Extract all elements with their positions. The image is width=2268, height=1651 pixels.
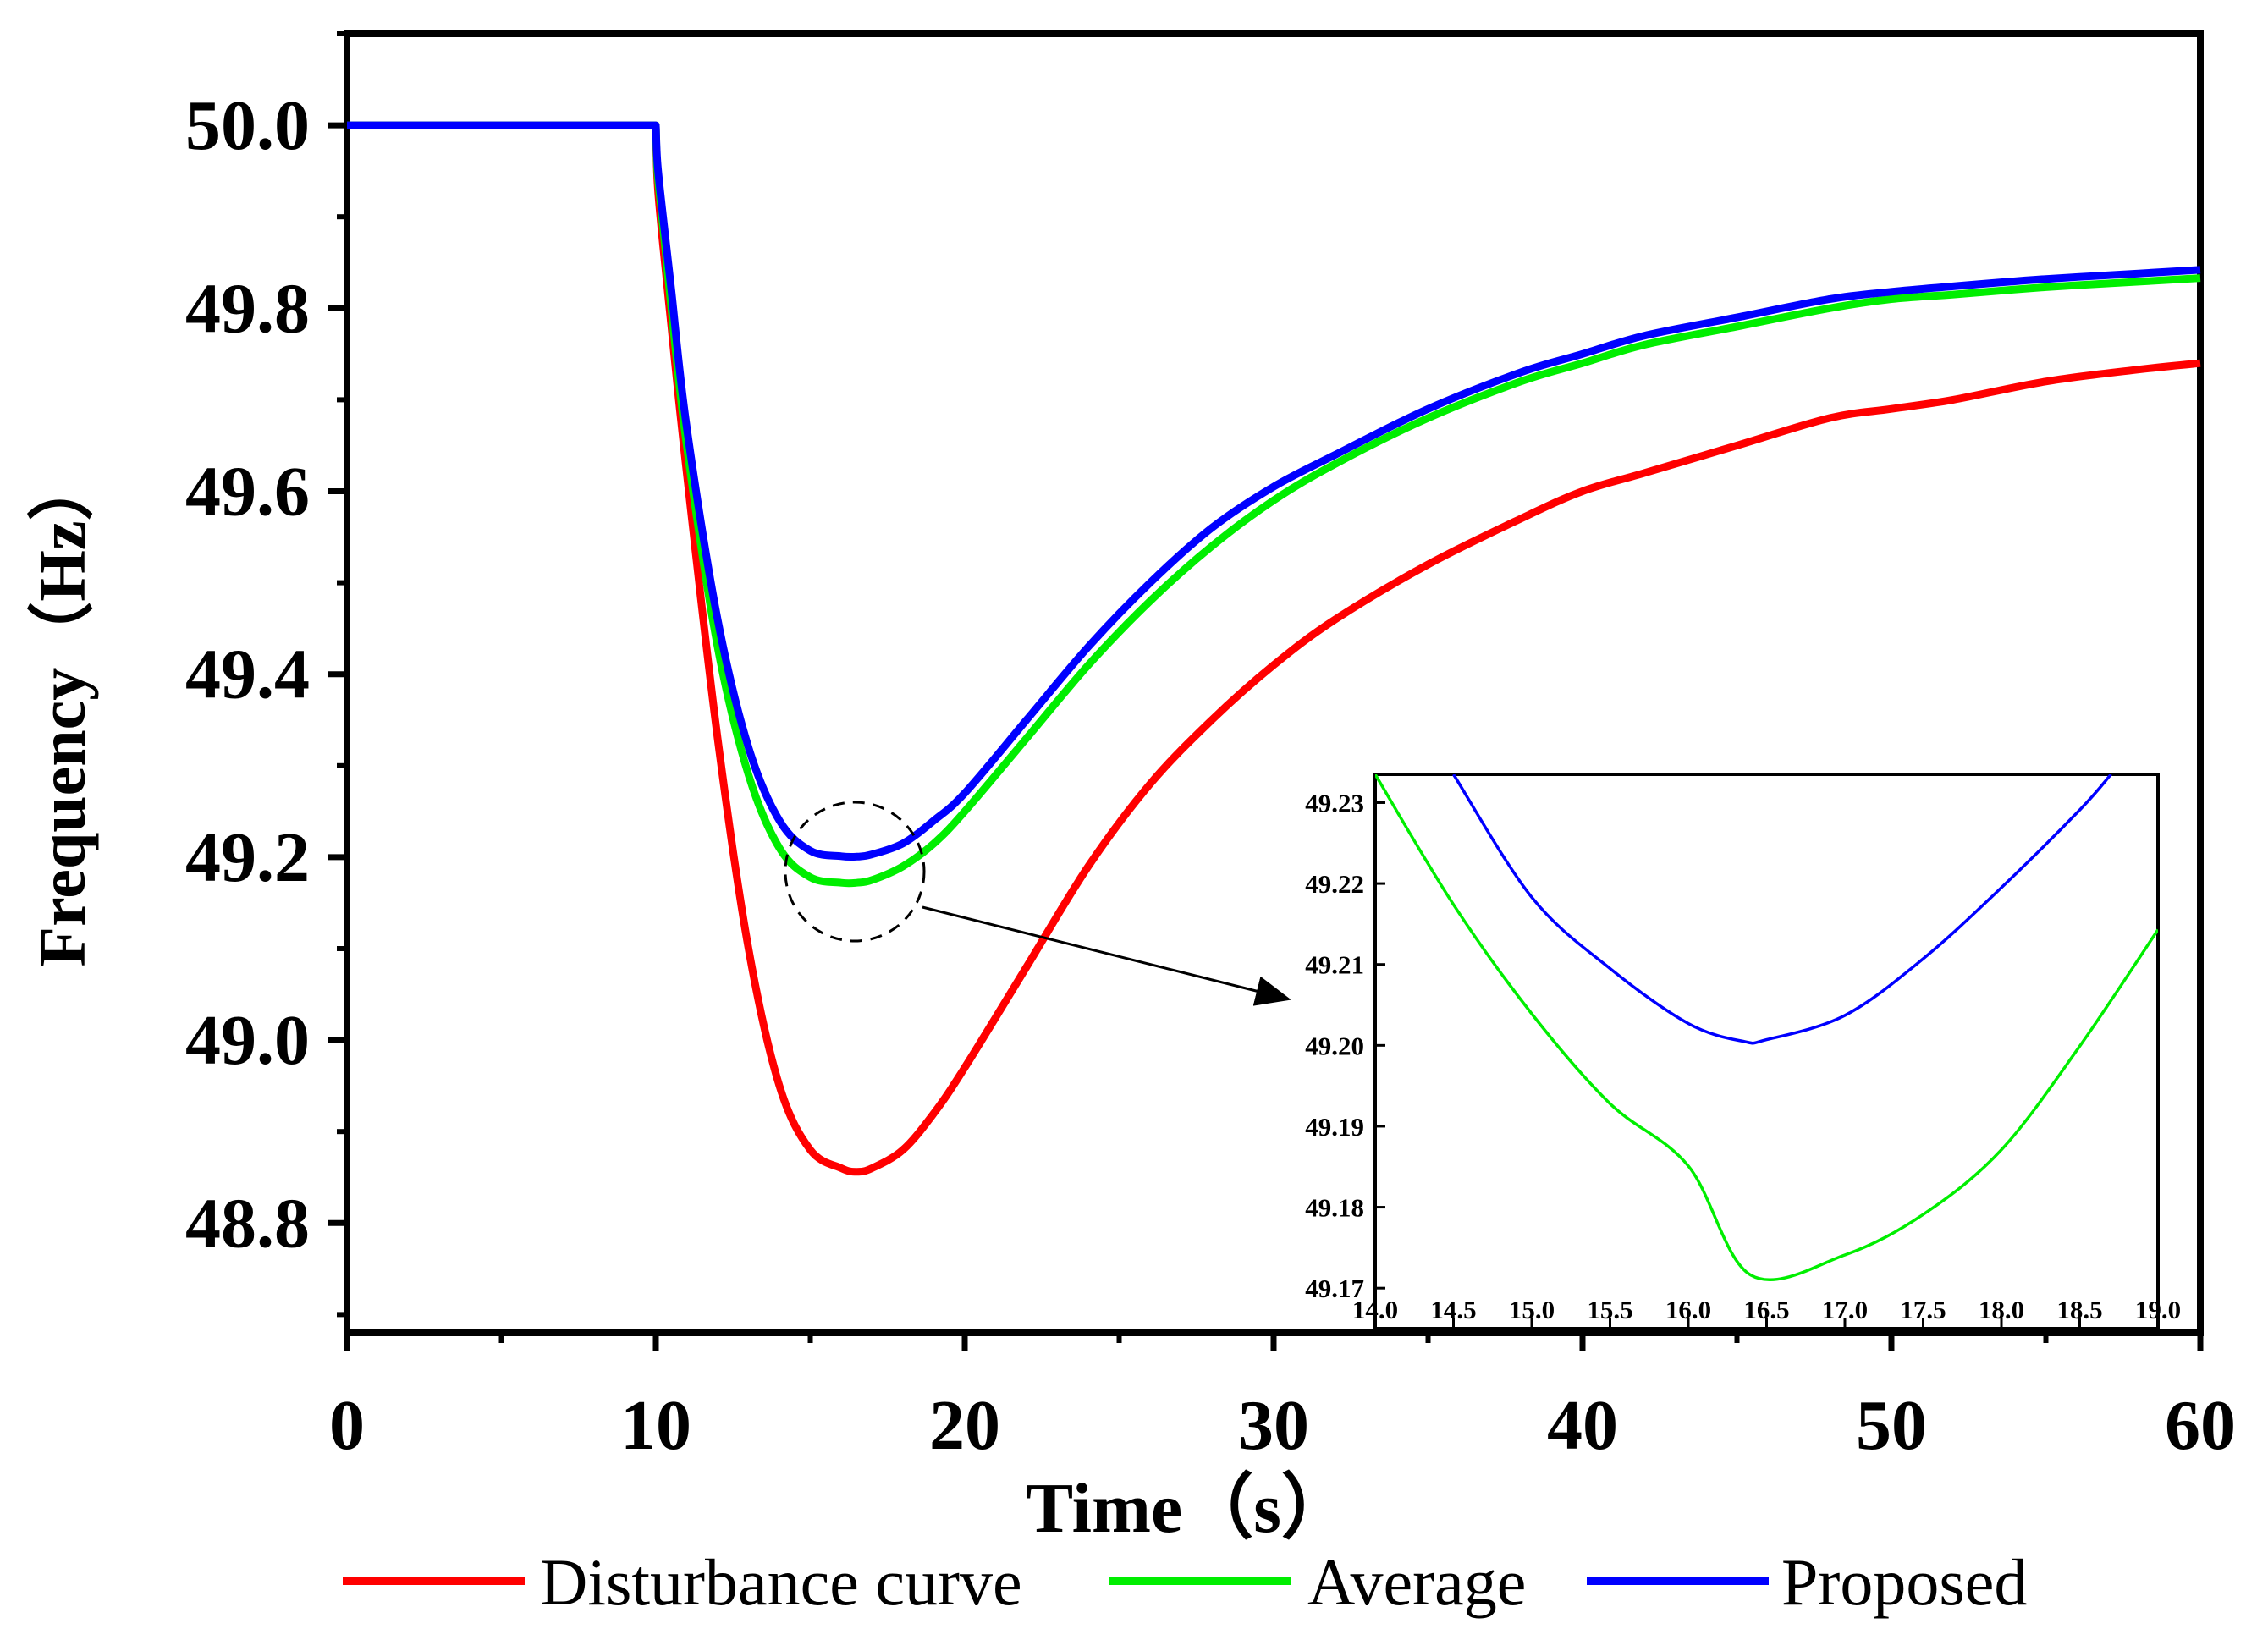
main-series-lines [347, 121, 2201, 1176]
inset-x-tick-label: 16.5 [1743, 1295, 1789, 1324]
x-tick-label: 60 [2165, 1386, 2236, 1465]
inset-x-tick-label: 16.0 [1665, 1295, 1711, 1324]
inset-x-tick-label: 14.0 [1352, 1295, 1398, 1324]
inset-series-line-proposed [1452, 774, 2112, 1045]
inset-x-tick-label: 19.0 [2135, 1295, 2181, 1324]
x-tick-label: 30 [1238, 1386, 1309, 1465]
legend-label-disturbance: Disturbance curve [540, 1545, 1022, 1619]
series-line-proposed [347, 121, 2201, 861]
inset-y-tick-label: 49.18 [1305, 1193, 1364, 1223]
inset-axis-ticks: 14.0 14.5 15.0 15.5 16.0 16.5 17.0 17.5 18.0 18.5… [1305, 788, 2181, 1329]
inset-y-tick-label: 49.22 [1305, 869, 1364, 899]
inset-y-tick-label: 49.23 [1305, 788, 1364, 817]
y-tick-label: 50.0 [185, 86, 310, 165]
inset-x-tick-label: 17.0 [1822, 1295, 1868, 1324]
x-axis-title: Time（s） [1026, 1469, 1352, 1548]
inset-series-line-average [1375, 774, 2158, 1281]
inset-x-tick-label: 14.5 [1430, 1295, 1476, 1324]
inset-series-lines [1375, 774, 2158, 1281]
legend-label-average: Average [1307, 1545, 1526, 1619]
legend: Disturbance curve Average Proposed [343, 1545, 2027, 1619]
inset-plot-frame [1373, 773, 2160, 1330]
inset-x-tick-label: 15.5 [1587, 1295, 1632, 1324]
inset-y-tick-label: 49.20 [1305, 1031, 1364, 1060]
x-tick-label: 50 [1856, 1386, 1927, 1465]
y-tick-label: 49.2 [185, 818, 310, 897]
x-tick-label: 20 [929, 1386, 1000, 1465]
inset-x-tick-label: 15.0 [1509, 1295, 1555, 1324]
inset-y-tick-label: 49.19 [1305, 1112, 1364, 1142]
main-axis-ticks: 0 10 20 30 40 50 60 48.8 49.0 49.2 49.4 49.6 49.8 50.… [185, 31, 2236, 1465]
inset-x-tick-label: 18.0 [1979, 1295, 2024, 1324]
inset-y-tick-label: 49.17 [1305, 1274, 1364, 1303]
y-tick-label: 49.0 [185, 1001, 310, 1080]
inset-x-tick-label: 18.5 [2056, 1295, 2102, 1324]
x-tick-label: 0 [329, 1386, 365, 1465]
y-tick-label: 49.4 [185, 636, 310, 714]
x-tick-label: 40 [1547, 1386, 1618, 1465]
legend-label-proposed: Proposed [1781, 1545, 2027, 1619]
x-tick-label: 10 [620, 1386, 691, 1465]
inset-x-tick-label: 17.5 [1900, 1295, 1946, 1324]
y-tick-label: 48.8 [185, 1184, 310, 1263]
series-line-disturbance [347, 121, 2201, 1176]
inset-y-tick-label: 49.21 [1305, 950, 1364, 980]
series-line-average [347, 121, 2201, 888]
zoom-arrow [922, 905, 1291, 1006]
zoom-highlight-circle [784, 801, 926, 943]
y-tick-label: 49.6 [185, 452, 310, 531]
y-axis-title: Frequency（Hz） [25, 454, 99, 966]
y-tick-label: 49.8 [185, 269, 310, 348]
